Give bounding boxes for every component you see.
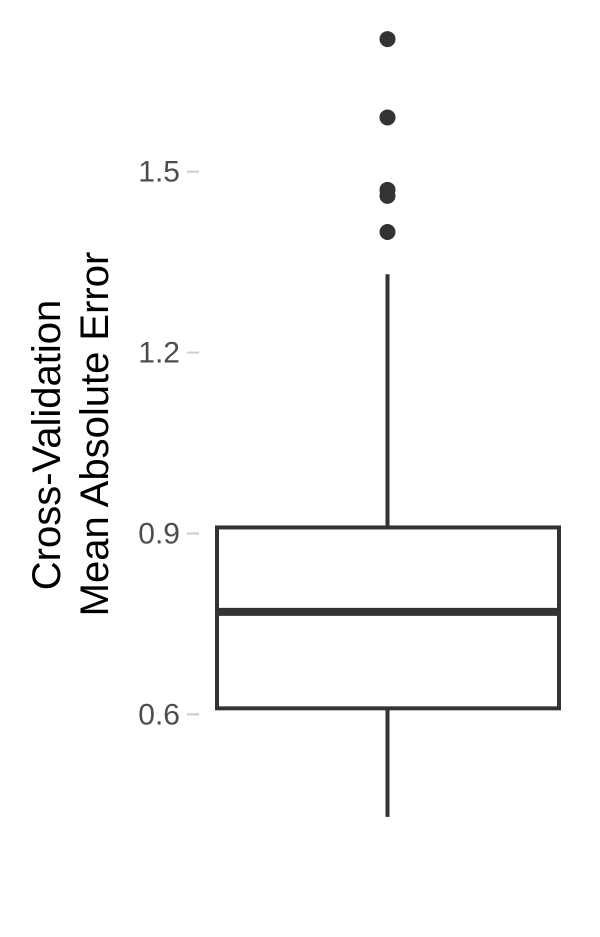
- outlier-point: [379, 181, 396, 198]
- plot-area: [215, 31, 561, 817]
- y-axis-title-line-1: Cross-Validation: [25, 300, 69, 591]
- iqr-box: [215, 525, 561, 711]
- y-tick-label: 0.9: [138, 517, 180, 550]
- y-axis: 0.6 0.9 1.2 1.5: [138, 156, 199, 731]
- outlier-point: [379, 31, 396, 48]
- y-tick-label: 1.2: [138, 337, 180, 370]
- outlier-point: [379, 109, 396, 126]
- y-tick-label: 1.5: [138, 156, 180, 189]
- outlier-point: [379, 224, 396, 241]
- y-axis-title-line-2: Mean Absolute Error: [73, 252, 117, 617]
- y-tick-label: 0.6: [138, 698, 180, 731]
